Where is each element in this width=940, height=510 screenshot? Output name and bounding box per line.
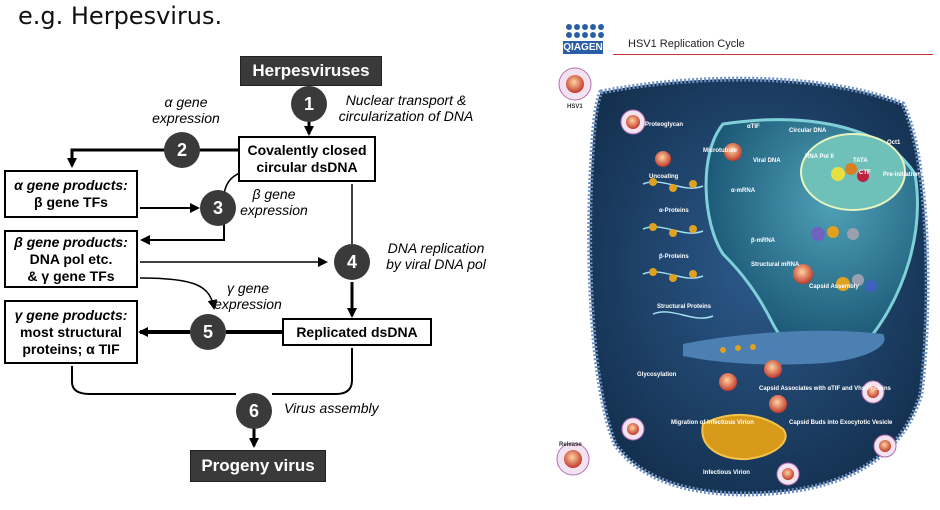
dsdna-line2: circular dsDNA — [256, 159, 358, 175]
title-rule — [613, 54, 933, 55]
qiagen-logo: QIAGEN — [563, 24, 604, 58]
label-ctf: CTF — [859, 170, 871, 176]
step-5-badge: 5 — [190, 314, 226, 350]
label-oct1: Oct1 — [887, 140, 901, 146]
golgi — [701, 413, 787, 461]
step-2-badge: 2 — [164, 132, 200, 168]
note-nuclear-transport: Nuclear transport & circularization of D… — [336, 92, 476, 124]
note-dna-line2: by viral DNA pol — [386, 256, 486, 272]
endoplasmic-reticulum — [683, 330, 885, 365]
beta-products-line2: DNA pol etc. — [29, 250, 113, 267]
note-alpha-line2: expression — [152, 110, 220, 126]
step-4-badge: 4 — [334, 244, 370, 280]
logo-text: QIAGEN — [563, 41, 603, 54]
note-beta-line2: expression — [240, 202, 308, 218]
label-structural-mrna: Structural mRNA — [751, 262, 800, 268]
label-release: Release — [559, 442, 582, 448]
page-heading: e.g. Herpesvirus. — [18, 2, 223, 30]
note-nuclear-line2: circularization of DNA — [338, 108, 474, 124]
note-virus-assembly: Virus assembly — [284, 400, 379, 416]
label-rna-pol: RNA Pol II — [805, 154, 834, 160]
dsdna-box: Covalently closed circular dsDNA — [238, 136, 376, 182]
note-beta-line1: β gene — [252, 186, 296, 202]
label-alpha-mrna: α-mRNA — [731, 188, 756, 194]
gamma-products-line3: proteins; α TIF — [22, 340, 120, 357]
note-gamma-expression: γ gene expression — [206, 280, 290, 312]
label-beta-proteins: β-Proteins — [659, 254, 689, 260]
note-gamma-line2: expression — [214, 296, 282, 312]
arrow-2 — [67, 148, 238, 168]
gamma-products-box: γ gene products: most structural protein… — [4, 300, 138, 364]
progeny-virus-box: Progeny virus — [190, 450, 326, 482]
note-gamma-line1: γ gene — [226, 280, 270, 296]
label-tata: TATA — [853, 158, 868, 164]
pre-initiation-complexes — [811, 163, 877, 292]
note-alpha-expression: α gene expression — [146, 94, 226, 126]
label-circular-dna: Circular DNA — [789, 128, 827, 134]
gamma-products-line2: most structural — [20, 323, 122, 340]
herpesviruses-box: Herpesviruses — [240, 56, 382, 86]
step-3-badge: 3 — [200, 190, 236, 226]
label-microtubule: Microtubule — [703, 148, 737, 154]
note-dna-line1: DNA replication — [387, 240, 485, 256]
label-capsid-buds: Capsid Buds into Exocytotic Vesicle — [789, 420, 893, 426]
step-1-badge: 1 — [291, 86, 327, 122]
alpha-products-line1: α gene products: — [14, 177, 128, 193]
label-proteoglycan: Proteoglycan — [645, 122, 684, 128]
note-beta-expression: β gene expression — [234, 186, 314, 218]
alpha-products-box: α gene products: β gene TFs — [4, 170, 138, 218]
label-hsv1: HSV1 — [567, 104, 583, 110]
label-viral-dna: Viral DNA — [753, 158, 781, 164]
arrow-6b — [272, 348, 353, 395]
arrow-6a — [71, 366, 236, 395]
note-alpha-line1: α gene — [164, 94, 208, 110]
label-infectious-virion: Infectious Virion — [703, 470, 750, 476]
label-capsid-associates: Capsid Associates with αTIF and Vhs Prot… — [759, 386, 891, 392]
label-alpha-tif: αTIF — [747, 124, 760, 130]
step-6-badge: 6 — [236, 393, 272, 429]
note-nuclear-line1: Nuclear transport & — [345, 92, 467, 108]
label-alpha-proteins: α-Proteins — [659, 208, 689, 214]
logo-dots — [566, 24, 604, 38]
note-dna-replication: DNA replication by viral DNA pol — [378, 240, 494, 272]
beta-products-box: β gene products: DNA pol etc. & γ gene T… — [4, 230, 138, 288]
label-beta-mrna: β-mRNA — [751, 238, 775, 244]
label-glycosylation: Glycosylation — [637, 372, 677, 378]
label-uncoating: Uncoating — [649, 174, 679, 180]
beta-products-line1: β gene products: — [14, 233, 128, 250]
hsv1-cycle-panel: QIAGEN HSV1 Replication Cycle — [553, 22, 940, 504]
arrow-3c — [140, 224, 225, 245]
dsdna-line1: Covalently closed — [247, 142, 367, 158]
label-structural-proteins: Structural Proteins — [657, 304, 712, 310]
replication-illustration — [556, 67, 930, 497]
ribosomes — [649, 178, 756, 353]
label-pre-initiation: Pre-initiation Complex — [883, 172, 940, 178]
alpha-products-line2: β gene TFs — [34, 194, 108, 210]
label-migration: Migration of Infectious Virion — [671, 420, 754, 426]
arrow-5a — [139, 277, 218, 310]
replicated-dsdna-box: Replicated dsDNA — [282, 318, 432, 346]
virions — [556, 67, 897, 486]
gamma-products-line1: γ gene products: — [14, 306, 128, 323]
label-capsid-assembly: Capsid Assembly — [809, 284, 859, 290]
beta-products-line3: & γ gene TFs — [27, 267, 115, 284]
panel-title: HSV1 Replication Cycle — [628, 38, 745, 50]
